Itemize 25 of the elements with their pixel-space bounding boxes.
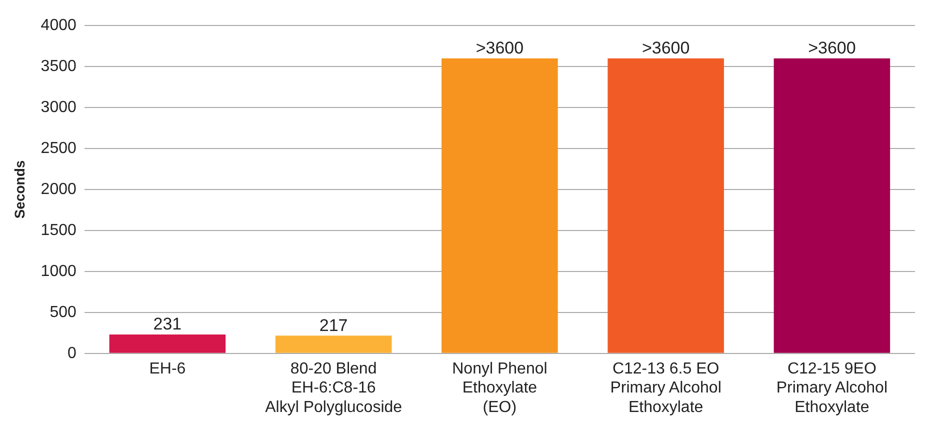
y-tick-label: 500 [50, 304, 76, 321]
data-label: >3600 [642, 38, 690, 58]
x-tick-label: EH-6 [149, 360, 186, 378]
x-tick-label: C12-13 6.5 EO Primary Alcohol Ethoxylate [610, 360, 722, 416]
x-tick-label: Nonyl Phenol Ethoxylate (EO) [452, 360, 548, 416]
data-label: >3600 [808, 38, 856, 58]
bar [275, 336, 392, 353]
y-axis-title: Seconds [11, 160, 28, 219]
data-label: 231 [153, 314, 182, 334]
y-tick-label: 0 [67, 344, 76, 362]
bar [608, 58, 724, 353]
x-tick-label: 80-20 Blend EH-6:C8-16 Alkyl Polyglucoside [265, 360, 402, 416]
y-tick-label: 2500 [40, 140, 76, 157]
y-tick-label: 4000 [40, 17, 76, 34]
bar [774, 58, 890, 353]
bar [442, 58, 558, 353]
y-tick-label: 3000 [40, 98, 76, 116]
bar [109, 334, 226, 353]
data-label: 217 [319, 316, 348, 335]
y-tick-label: 3500 [40, 58, 76, 75]
x-tick-label: C12-15 9EO Primary Alcohol Ethoxylate [776, 360, 888, 416]
y-tick-label: 1500 [40, 222, 76, 239]
y-tick-label: 1000 [40, 262, 76, 280]
y-tick-label: 2000 [40, 180, 76, 198]
data-label: >3600 [476, 38, 524, 58]
